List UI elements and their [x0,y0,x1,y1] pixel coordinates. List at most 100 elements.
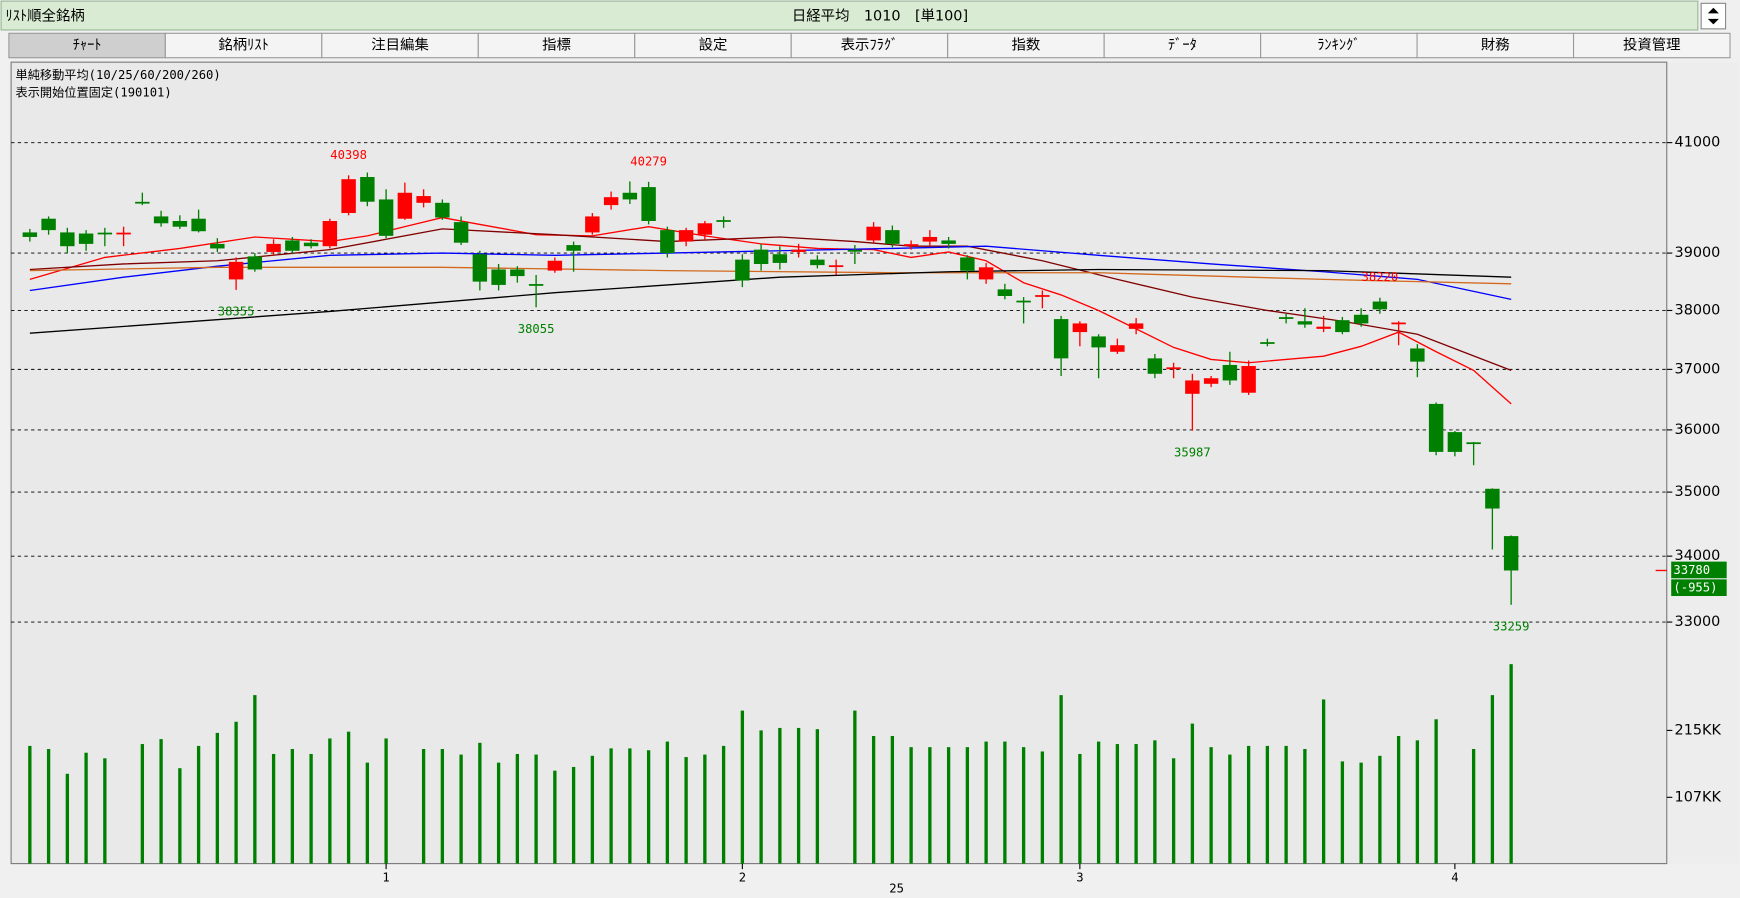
volume-bar [309,753,313,864]
candle-body [753,249,769,264]
x-tick-label: 1 [382,871,389,885]
candle-body [678,230,694,242]
tab[interactable] [477,32,636,59]
candle-body [435,202,450,218]
volume-bar [28,745,32,864]
plot-area [10,61,1668,865]
tab[interactable] [1572,32,1731,59]
subtitle: 表示開始位置固定(190101) [16,85,172,100]
candle-body [266,243,281,252]
tab-label[interactable]: 設定 [699,37,728,54]
tab-label[interactable]: 銘柄ﾘｽﾄ [218,37,268,54]
price-label: 33259 [1493,620,1530,634]
candle-body [735,259,750,281]
candle-body [547,260,563,271]
volume-bar [871,735,876,864]
tab[interactable] [790,32,949,59]
spinner[interactable] [1700,2,1727,30]
volume-bar [553,770,557,864]
tab[interactable] [1416,32,1575,59]
candle-body [97,232,113,235]
candle-body [472,254,488,282]
candle-body [1166,367,1181,370]
volume-tick-label: 107KK [1675,789,1722,805]
x-tick-label: 3 [1076,871,1083,885]
volume-bar [159,739,163,864]
volume-bar [234,721,238,864]
candle-body [60,232,75,247]
spinner-up[interactable] [1707,7,1719,14]
volume-bar [1246,745,1251,864]
y-tick-label: 36000 [1675,422,1721,438]
candle-body [341,179,356,214]
x-tick-label: 2 [739,871,746,885]
spinner-box[interactable] [1700,2,1727,30]
tab-bar: ﾁｬｰﾄ 銘柄ﾘｽﾄ 注目編集 指標 設定 表示ﾌﾗｸﾞ 指数 ﾃﾞｰﾀ ﾗﾝｷﾝｸﾞ 財務 投資管… [8,32,1731,59]
volume-bar [703,754,707,864]
candle-body [828,265,844,268]
volume-bar [590,755,595,864]
price-label: 38355 [218,305,255,319]
volume-bar [1115,744,1120,864]
tab-label[interactable]: ﾁｬｰﾄ [73,38,102,54]
x-tick-label: 4 [1451,871,1458,885]
price-label: 40398 [330,148,367,162]
tab[interactable] [1103,32,1262,59]
tab-label[interactable]: 表示ﾌﾗｸﾞ [841,37,899,54]
volume-bar [890,735,895,864]
tab-label[interactable]: ﾃﾞｰﾀ [1168,37,1197,54]
candle-body [303,242,319,247]
change-box [1671,579,1727,597]
tab-label[interactable]: 指標 [542,37,571,54]
candle-body [1203,378,1219,384]
last-price-box [1671,561,1727,579]
volume-bar [534,754,538,864]
candle-body [78,233,94,244]
spinner-down[interactable] [1707,18,1719,25]
volume-bar [1490,695,1495,864]
tab[interactable] [8,32,166,59]
volume-bar [459,754,463,864]
top-bar [0,0,1699,31]
tab-label[interactable]: 注目編集 [371,37,429,54]
candle-body [1428,403,1444,452]
tab[interactable] [164,32,323,59]
candle-body [1185,380,1200,394]
volume-bar [103,758,107,864]
y-tick-label: 38000 [1675,302,1721,318]
volume-bar [65,773,70,864]
tab-label[interactable]: 投資管理 [1623,37,1681,54]
volume-bar [46,748,51,864]
candle-body [1053,319,1069,359]
tab-label[interactable]: 指数 [1012,37,1041,54]
volume-bar [1209,747,1213,864]
candle-body [1485,488,1500,509]
candle-body [210,243,225,249]
candle-body [1353,314,1369,324]
tab-label[interactable]: 財務 [1481,37,1510,54]
volume-bar [140,744,145,864]
volume-bar [796,727,801,864]
candle-body [1447,432,1463,452]
candle-body [1335,320,1350,333]
candle-body [135,201,150,204]
tab-label[interactable]: ﾗﾝｷﾝｸﾞ [1317,37,1360,54]
y-tick-label: 35000 [1675,484,1721,500]
candle-body [1316,326,1331,329]
candle-body [1110,345,1125,352]
volume-bar [665,741,670,864]
volume-bar [1190,723,1195,864]
volume-bar [290,748,295,864]
candle-body [491,269,506,285]
candle-body [903,244,919,246]
candle-body [285,240,300,251]
candle-body [1241,366,1256,393]
candle-body [941,240,956,244]
candle-body [1466,442,1481,445]
candle-body [1410,348,1425,362]
candle-body [922,236,938,242]
candle-body [453,222,469,243]
volume-bar [1003,741,1007,864]
candle-body [1016,300,1031,303]
candle-body [885,230,900,244]
